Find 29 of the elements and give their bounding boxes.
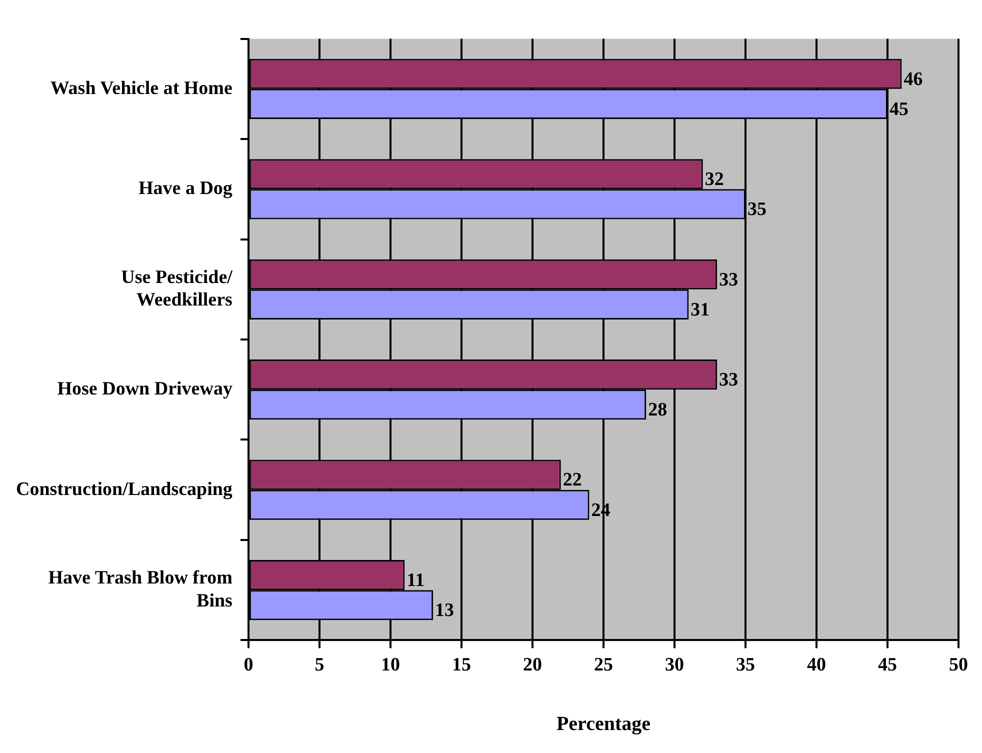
data-label: 22: [562, 470, 582, 491]
data-label: 13: [435, 600, 454, 622]
y-tick-label: Hose Down Driveway: [57, 378, 233, 400]
x-axis-title: Percentage: [556, 713, 651, 736]
y-tick-label: Wash Vehicle at Home: [50, 78, 232, 99]
x-tick-label: 50: [949, 654, 968, 676]
x-tick-label: 30: [664, 654, 684, 676]
y-tick-label: Use Pesticide/ Weedkillers: [121, 266, 234, 311]
data-label: 35: [747, 199, 766, 220]
data-label: 31: [690, 299, 710, 320]
x-tick-label: 10: [380, 654, 400, 676]
x-tick-label: 0: [244, 654, 254, 676]
x-tick-label: 25: [594, 654, 613, 676]
data-label: 32: [704, 169, 724, 190]
x-tick-label: 40: [806, 654, 826, 676]
data-label: 46: [904, 68, 923, 90]
data-label: 33: [719, 269, 738, 290]
x-tick-label: 45: [878, 654, 897, 676]
data-label: 11: [406, 570, 425, 591]
x-tick-label: 5: [314, 654, 324, 676]
x-tick-label: 20: [522, 654, 542, 676]
x-tick-label: 15: [452, 654, 471, 676]
y-tick-label: Have a Dog: [138, 178, 233, 200]
x-tick-label: 35: [736, 654, 755, 676]
y-tick-label: Construction/Landscaping: [16, 478, 233, 500]
data-label: 28: [648, 400, 668, 421]
data-label: 45: [889, 98, 908, 120]
data-label: 33: [719, 369, 738, 390]
y-tick-label: Have Trash Blow from Bins: [48, 568, 233, 612]
